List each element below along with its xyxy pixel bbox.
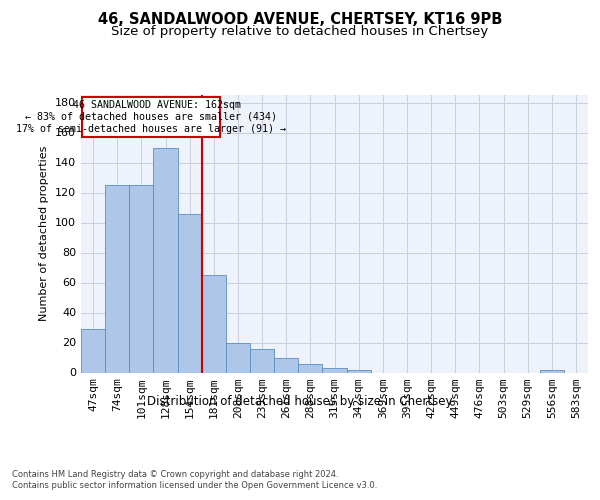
Text: Size of property relative to detached houses in Chertsey: Size of property relative to detached ho… [112, 25, 488, 38]
Bar [298, 364, 322, 372]
Bar [322, 368, 347, 372]
Text: Contains public sector information licensed under the Open Government Licence v3: Contains public sector information licen… [12, 481, 377, 490]
Y-axis label: Number of detached properties: Number of detached properties [40, 146, 49, 322]
Bar [347, 370, 371, 372]
Bar [250, 348, 274, 372]
Bar [154, 148, 178, 372]
Bar [81, 329, 105, 372]
Text: 17% of semi-detached houses are larger (91) →: 17% of semi-detached houses are larger (… [16, 124, 286, 134]
Text: 46, SANDALWOOD AVENUE, CHERTSEY, KT16 9PB: 46, SANDALWOOD AVENUE, CHERTSEY, KT16 9P… [98, 12, 502, 28]
Bar [202, 275, 226, 372]
Text: Contains HM Land Registry data © Crown copyright and database right 2024.: Contains HM Land Registry data © Crown c… [12, 470, 338, 479]
Text: Distribution of detached houses by size in Chertsey: Distribution of detached houses by size … [147, 395, 453, 408]
FancyBboxPatch shape [82, 97, 220, 137]
Bar [540, 370, 564, 372]
Text: 46 SANDALWOOD AVENUE: 162sqm: 46 SANDALWOOD AVENUE: 162sqm [61, 100, 241, 110]
Bar [226, 342, 250, 372]
Text: ← 83% of detached houses are smaller (434): ← 83% of detached houses are smaller (43… [25, 112, 277, 122]
Bar [274, 358, 298, 372]
Bar [129, 185, 154, 372]
Bar [105, 185, 129, 372]
Bar [178, 214, 202, 372]
